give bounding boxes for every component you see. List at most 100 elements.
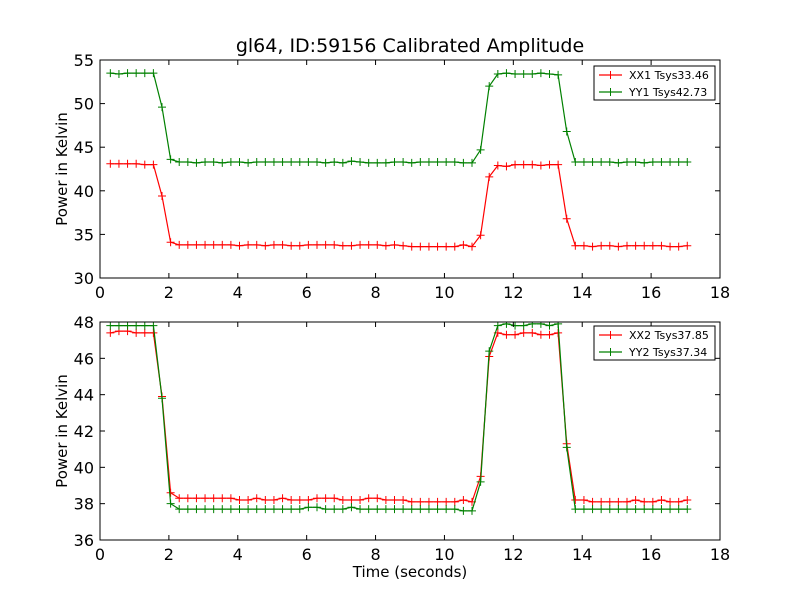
plot1-series-1-point bbox=[132, 159, 141, 168]
plot2-series-1-point bbox=[338, 496, 347, 505]
plot2-series-1-point bbox=[674, 497, 683, 506]
plot1-series-1-point bbox=[295, 241, 304, 250]
plot2-series-1-point bbox=[623, 497, 631, 506]
plot1-series-2-point bbox=[485, 82, 494, 91]
plot1-series-2-point bbox=[149, 69, 158, 78]
plot2-series-2-point bbox=[476, 477, 485, 486]
plot1-series-2-point bbox=[605, 158, 614, 167]
plot2-series-2-point bbox=[631, 505, 640, 514]
plot1-series-1-point bbox=[149, 160, 158, 169]
plot1-series-2-point bbox=[562, 127, 571, 136]
plot1-series-1-point bbox=[140, 160, 149, 169]
plot2-series-2-point bbox=[149, 322, 158, 330]
plot1-series-2-point bbox=[536, 69, 545, 78]
plot2-ytick-label: 40 bbox=[74, 458, 94, 477]
plot2-series-2-point bbox=[218, 505, 227, 514]
plot2-series-2-point bbox=[468, 506, 476, 515]
plot1-series-2-point bbox=[459, 158, 468, 167]
plot2-series-1-point bbox=[605, 497, 614, 506]
plot2-series-1-point bbox=[140, 328, 149, 337]
plot2-xtick-label: 0 bbox=[95, 545, 105, 564]
plot1-series-2-point bbox=[416, 158, 425, 167]
plot2-series-2-point bbox=[313, 503, 321, 512]
plot2-series-2-point bbox=[511, 322, 520, 330]
plot1-series-2-point bbox=[450, 158, 459, 167]
plot2-series-1-point bbox=[571, 496, 580, 505]
plot2-series-1-point bbox=[666, 497, 675, 506]
plot2-series-1-point bbox=[511, 330, 520, 339]
plot1-series-1-point bbox=[364, 240, 373, 249]
plot1-series-2-point bbox=[407, 158, 416, 167]
plot1-legend-label: XX1 Tsys33.46 bbox=[629, 69, 709, 82]
plot2-series-1-point bbox=[209, 494, 218, 503]
figure-title: gl64, ID:59156 Calibrated Amplitude bbox=[236, 35, 584, 57]
plot2-series-2-point bbox=[493, 322, 502, 330]
plot1-series-1-point bbox=[244, 240, 253, 249]
plot2-series-1-point bbox=[648, 497, 657, 506]
plot1-series-1-point bbox=[261, 241, 270, 250]
plot2-series-2 bbox=[106, 322, 692, 515]
plot2-series-2-point bbox=[614, 505, 623, 514]
plot2-series-1-point bbox=[683, 496, 692, 505]
plot2-series-1-point bbox=[201, 494, 210, 503]
plot1-series-2-point bbox=[511, 69, 520, 78]
plot1-series-2-point bbox=[502, 69, 511, 78]
plot2-series-2-point bbox=[545, 322, 554, 330]
plot1-series-1-point bbox=[252, 240, 261, 249]
plot2-series-1-point bbox=[218, 494, 227, 503]
plot2-series-1-point bbox=[226, 494, 235, 503]
plot1-series-1-point bbox=[373, 240, 382, 249]
plot1-ytick-label: 50 bbox=[74, 95, 94, 114]
plot2-series-2-point bbox=[433, 505, 442, 514]
plot2-series-2-point bbox=[235, 505, 244, 514]
plot1-series-1-point bbox=[623, 241, 631, 250]
plot2-series-2-point bbox=[140, 322, 149, 330]
plot2-legend-box bbox=[593, 325, 716, 361]
plot2-series-2-point bbox=[201, 505, 210, 514]
plot2-ylabel: Power in Kelvin bbox=[53, 374, 71, 488]
plot2-series-2-point bbox=[132, 322, 141, 330]
plot1-series-1-point bbox=[605, 241, 614, 250]
plot2-series-2-point bbox=[295, 505, 304, 514]
plot1-series-1-point bbox=[201, 240, 210, 249]
plot2-series-1-point bbox=[166, 488, 175, 497]
plot1-legend-label: YY1 Tsys42.73 bbox=[628, 86, 707, 99]
plot1-series-1-point bbox=[123, 159, 132, 168]
plot1-series-1-point bbox=[338, 241, 347, 250]
plot1-series-2-point bbox=[278, 158, 287, 167]
plot2-series-2-point bbox=[261, 505, 270, 514]
plot1-series-1-point bbox=[674, 242, 683, 251]
plot2-series-1-point bbox=[450, 497, 459, 506]
plot2-legend-marker bbox=[606, 331, 615, 339]
plot2-series-2-point bbox=[399, 505, 408, 514]
plot1-series-2-point bbox=[545, 69, 554, 78]
plot1-ytick-label: 40 bbox=[74, 182, 94, 201]
plot1-axes: 0 2 4 6 8 10 12 14 16 18 30 35 40 45 50 55 Power in Kelv… bbox=[53, 51, 730, 302]
plot1-series-1-point bbox=[485, 172, 494, 181]
plot2-series-1-point bbox=[657, 496, 666, 505]
plot2-ytick-label: 44 bbox=[74, 386, 94, 405]
plot1-series-1-point bbox=[209, 240, 218, 249]
plot2-series-1-point bbox=[106, 328, 115, 337]
plot1-series-2-point bbox=[218, 158, 227, 167]
plot1-series-1-point bbox=[502, 162, 511, 171]
plot1-xtick-label: 18 bbox=[710, 283, 730, 302]
plot2-legend-label: XX2 Tsys37.85 bbox=[629, 329, 709, 342]
plot2-series-2-point bbox=[562, 443, 571, 452]
plot2-series-2-point bbox=[192, 505, 201, 514]
plot1-series-1-point bbox=[554, 160, 563, 169]
plot2-xtick-label: 10 bbox=[434, 545, 454, 564]
plot2-ytick-label: 46 bbox=[74, 349, 94, 368]
plot2-series-1-point bbox=[433, 497, 442, 506]
plot1-series-2-point bbox=[347, 157, 356, 166]
plot2-series-1-point bbox=[502, 330, 511, 339]
plot1-series-2-point bbox=[295, 158, 304, 167]
plot2-series-2-point bbox=[364, 505, 373, 514]
plot2-series-1-point bbox=[235, 496, 244, 505]
plot1-xtick-label: 0 bbox=[95, 283, 105, 302]
plot1-series-2-point bbox=[226, 158, 235, 167]
plot2-xlabel: Time (seconds) bbox=[352, 563, 468, 581]
plot1-series-1-point bbox=[571, 241, 580, 250]
plot2-series-1-point bbox=[132, 328, 141, 337]
plot2-series-2-point bbox=[450, 505, 459, 514]
